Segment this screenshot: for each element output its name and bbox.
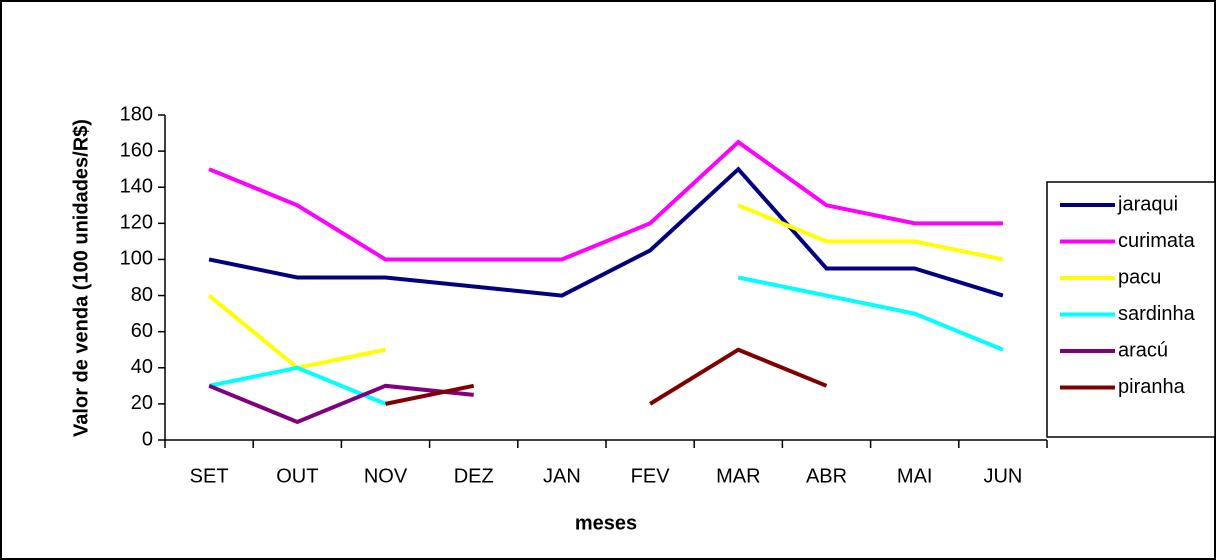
x-tick-label: JUN: [983, 465, 1022, 487]
x-tick-label: DEZ: [454, 465, 494, 487]
series-line: [208, 139, 1003, 262]
y-tick-label: 120: [120, 212, 153, 234]
legend-label: sardinha: [1118, 303, 1196, 325]
series-line: [208, 383, 474, 425]
x-axis-title: meses: [575, 512, 637, 534]
x-tick-label: OUT: [276, 465, 318, 487]
x-tick-label: ABR: [806, 465, 847, 487]
y-tick-label: 0: [142, 428, 153, 450]
x-tick-label: MAI: [897, 465, 933, 487]
legend-label: aracú: [1118, 339, 1168, 361]
x-tick-label: JAN: [543, 465, 581, 487]
y-tick-label: 40: [131, 356, 153, 378]
y-tick-label: 80: [131, 284, 153, 306]
series-line: [208, 166, 1004, 298]
x-tick-label: SET: [190, 465, 229, 487]
y-tick-label: 60: [131, 320, 153, 342]
y-tick-label: 140: [120, 176, 153, 198]
y-tick-label: 20: [131, 392, 153, 414]
series-line: [385, 347, 828, 406]
y-axis-title: Valor de venda (100 unidades/R$): [70, 119, 92, 437]
legend-label: jaraqui: [1117, 193, 1178, 215]
y-tick-label: 160: [120, 139, 153, 161]
legend-label: piranha: [1118, 376, 1186, 398]
x-tick-label: MAR: [716, 465, 760, 487]
y-tick-label: 180: [120, 103, 153, 125]
y-tick-label: 100: [120, 248, 153, 270]
series-line: [208, 275, 1004, 406]
x-tick-label: FEV: [631, 465, 671, 487]
x-tick-label: NOV: [364, 465, 408, 487]
legend-box: [1046, 181, 1216, 438]
legend-label: curimata: [1118, 230, 1196, 252]
legend-label: pacu: [1118, 266, 1161, 288]
